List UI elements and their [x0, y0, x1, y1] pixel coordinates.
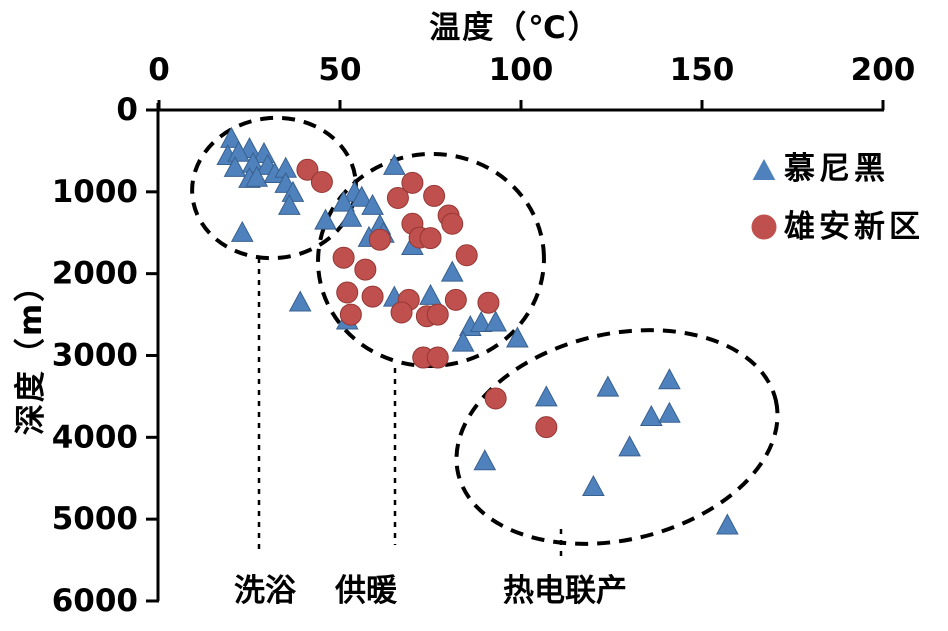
data-point-munich-41	[639, 404, 663, 427]
data-point-munich-15	[277, 193, 301, 215]
y-tick-label-5000: 5000	[52, 501, 138, 537]
x-tick-label-200: 200	[851, 52, 916, 88]
data-point-munich-20	[350, 185, 374, 207]
x-tick-label-0: 0	[148, 52, 170, 88]
data-point-munich-46	[473, 449, 497, 471]
data-point-munich-22	[314, 208, 337, 230]
data-point-munich-6	[223, 155, 247, 177]
data-point-xiongan-2	[310, 171, 333, 194]
data-point-xiongan-18	[444, 288, 467, 311]
data-point-munich-32	[419, 283, 442, 305]
data-point-munich-23	[339, 205, 363, 227]
data-point-xiongan-15	[336, 281, 359, 304]
legend-marker-xiongan	[751, 214, 777, 240]
x-tick-label-50: 50	[318, 52, 361, 88]
y-tick-label-6000: 6000	[52, 583, 138, 619]
data-point-xiongan-16	[361, 285, 384, 308]
x-tick-label-150: 150	[670, 52, 735, 88]
data-point-munich-34	[469, 310, 493, 332]
data-point-xiongan-27	[535, 416, 558, 439]
cluster-label-3: 热电联产	[503, 573, 627, 609]
data-point-xiongan-1	[296, 158, 319, 181]
legend-label-xiongan: 雄安新区	[784, 209, 924, 245]
data-point-xiongan-7	[441, 212, 464, 235]
data-point-munich-42	[658, 401, 681, 423]
x-axis-title: 温度（℃）	[429, 10, 601, 46]
cluster-label-2: 供暖	[334, 573, 398, 609]
data-point-xiongan-23	[339, 303, 362, 326]
data-point-munich-16	[230, 220, 254, 242]
data-point-xiongan-11	[368, 228, 391, 251]
data-point-munich-44	[582, 474, 605, 497]
data-point-xiongan-3	[401, 171, 424, 194]
data-point-munich-38	[535, 385, 558, 407]
data-point-munich-19	[332, 190, 355, 212]
x-tick-label-100: 100	[489, 52, 554, 88]
data-point-munich-10	[245, 165, 269, 187]
cluster-label-1: 洗浴	[234, 573, 297, 609]
data-point-xiongan-25	[426, 346, 449, 369]
y-tick-label-0: 0	[116, 92, 138, 128]
data-point-munich-43	[618, 435, 641, 457]
data-point-xiongan-13	[332, 246, 355, 269]
data-point-munich-29	[288, 290, 312, 312]
y-tick-label-4000: 4000	[52, 419, 138, 455]
data-point-xiongan-20	[390, 301, 413, 324]
legend-label-munich: 慕尼黑	[784, 151, 889, 187]
data-point-munich-4	[227, 140, 250, 162]
data-point-xiongan-4	[423, 184, 446, 207]
data-point-xiongan-12	[455, 244, 478, 267]
data-point-xiongan-19	[477, 291, 500, 314]
data-point-xiongan-10	[419, 227, 442, 250]
y-tick-label-1000: 1000	[52, 174, 138, 210]
data-point-xiongan-26	[484, 387, 507, 410]
cluster-ellipse-1	[190, 115, 358, 261]
data-point-xiongan-22	[426, 303, 449, 326]
data-point-munich-21	[361, 193, 384, 215]
cluster-ellipse-2	[316, 151, 546, 369]
data-point-munich-7	[241, 151, 265, 173]
legend-marker-munich	[752, 158, 776, 180]
y-axis-title: 深度（m）	[13, 269, 49, 435]
data-point-munich-39	[596, 375, 620, 397]
data-point-xiongan-14	[354, 258, 377, 281]
y-tick-label-2000: 2000	[52, 256, 138, 292]
data-point-munich-36	[451, 330, 475, 352]
data-point-munich-35	[484, 310, 507, 332]
y-tick-label-3000: 3000	[52, 337, 138, 373]
data-point-munich-37	[506, 326, 529, 348]
data-point-munich-17	[382, 153, 406, 175]
data-point-munich-40	[658, 368, 681, 390]
cluster-ellipse-3	[454, 328, 780, 546]
data-point-xiongan-5	[386, 186, 409, 209]
data-point-munich-28	[440, 260, 464, 282]
data-point-munich-45	[716, 513, 739, 535]
data-point-munich-1	[220, 126, 243, 148]
